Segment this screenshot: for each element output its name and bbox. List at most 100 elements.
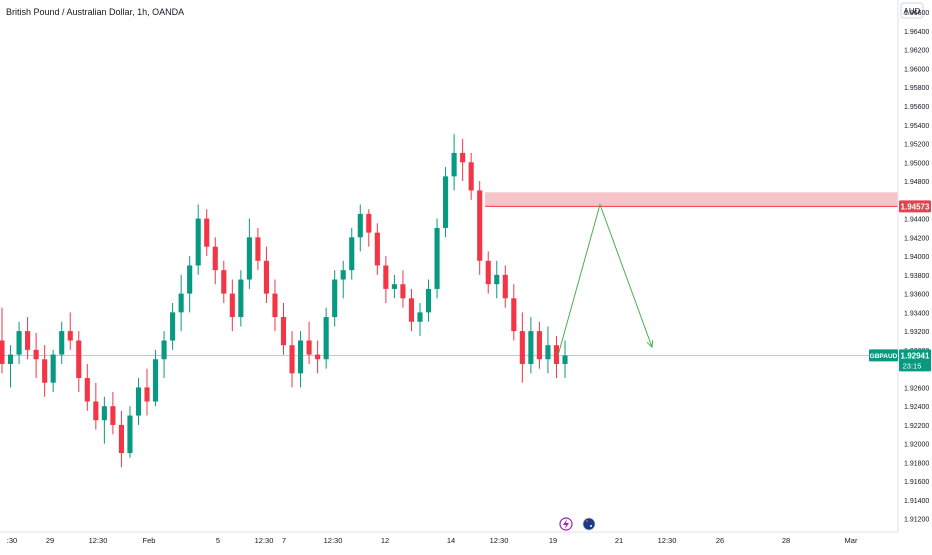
price-tick-label: 1.94200 <box>904 235 929 242</box>
price-tick-label: 1.94800 <box>904 179 929 186</box>
candle <box>494 260 500 299</box>
candle <box>161 331 167 379</box>
time-tick-label: 12:30 <box>658 536 677 545</box>
price-axis[interactable]: 1.96600 1.96400 1.96200 1.96000 1.95800 1.956… <box>904 10 929 524</box>
candle <box>187 256 193 313</box>
time-tick-label: 21 <box>615 536 623 545</box>
candle <box>110 392 116 435</box>
currency-button[interactable]: AUD <box>900 2 924 19</box>
overlays-layer <box>0 192 898 356</box>
time-tick-label: 29 <box>46 536 54 545</box>
candle <box>349 227 355 280</box>
price-tick-label: 1.92600 <box>904 385 929 392</box>
candle <box>7 345 14 388</box>
candle <box>536 321 542 369</box>
candle <box>42 345 48 397</box>
candle <box>485 251 491 294</box>
candle <box>528 317 534 374</box>
price-tick-label: 1.95600 <box>904 104 929 111</box>
time-tick-label: 26 <box>716 536 724 545</box>
chart-title: British Pound / Australian Dollar, 1h, O… <box>6 7 184 17</box>
currency-label: AUD <box>904 7 921 16</box>
candle <box>118 410 124 468</box>
candle <box>477 181 483 275</box>
price-tick-label: 1.94400 <box>904 217 929 224</box>
candle <box>400 270 406 308</box>
price-tick-label: 1.95200 <box>904 142 929 149</box>
time-tick-label: 7 <box>282 536 286 545</box>
time-tick-label: 14 <box>447 536 455 545</box>
price-tick-label: 1.96000 <box>904 66 929 73</box>
candle <box>76 331 82 393</box>
candle <box>451 134 457 191</box>
price-tick-label: 1.93800 <box>904 273 929 280</box>
candle <box>25 317 31 360</box>
candle <box>374 223 380 275</box>
candle <box>306 321 312 364</box>
candle <box>298 331 304 388</box>
candle <box>127 406 133 458</box>
candle <box>340 260 346 299</box>
price-tick-label: 1.91600 <box>904 479 929 486</box>
candle <box>84 363 90 411</box>
last-price-value: 1.92941 <box>901 351 930 360</box>
candle <box>562 340 568 379</box>
last-price-badge: GBPAUD 1.92941 23:15 <box>869 349 931 372</box>
candle <box>59 321 65 364</box>
candle <box>511 284 517 341</box>
candle <box>417 302 423 336</box>
candle <box>152 349 159 407</box>
candle <box>366 209 372 247</box>
price-tick-label: 1.95400 <box>904 123 929 130</box>
candle <box>204 209 210 257</box>
candle <box>408 288 415 332</box>
candle <box>460 138 466 182</box>
candle <box>553 335 560 379</box>
time-tick-label: 12:30 <box>89 536 108 545</box>
candle <box>272 279 278 332</box>
flag-au-icon[interactable] <box>582 517 596 531</box>
resistance-zone[interactable] <box>485 192 898 207</box>
price-tick-label: 1.92200 <box>904 423 929 430</box>
price-tick-label: 1.95800 <box>904 85 929 92</box>
candle <box>315 340 321 374</box>
time-tick-label: 12:30 <box>490 536 509 545</box>
candle <box>502 265 508 308</box>
candle <box>16 321 22 364</box>
candle <box>144 368 150 416</box>
candle <box>101 396 107 444</box>
level-badge: 1.94573 <box>899 200 931 213</box>
price-tick-label: 1.93200 <box>904 329 929 336</box>
candle <box>50 349 56 393</box>
candle <box>519 312 525 383</box>
candle <box>357 204 363 252</box>
time-tick-label: 5 <box>216 536 220 545</box>
price-tick-label: 1.96600 <box>904 10 929 17</box>
price-tick-label: 1.96200 <box>904 48 929 55</box>
price-tick-label: 1.94000 <box>904 254 929 261</box>
candle <box>289 331 295 388</box>
time-axis[interactable]: :30 29 12:30 Feb 5 12:30 7 12:30 12 14 12:30 19 21 12… <box>7 536 858 545</box>
arrow-head <box>646 340 654 349</box>
candle <box>443 166 449 238</box>
last-price-symbol: GBPAUD <box>870 353 898 360</box>
price-tick-label: 1.92000 <box>904 442 929 449</box>
candle <box>212 237 218 285</box>
lightning-icon[interactable] <box>559 517 573 531</box>
projection-path[interactable] <box>557 202 653 356</box>
candle <box>229 279 235 332</box>
time-tick-label: 12:30 <box>324 536 343 545</box>
price-tick-label: 1.91400 <box>904 498 929 505</box>
candle <box>280 302 287 355</box>
candle <box>323 307 329 369</box>
price-tick-label: 1.96400 <box>904 29 929 36</box>
price-tick-label: 1.91200 <box>904 517 929 524</box>
time-tick-label: 12 <box>381 536 389 545</box>
candle <box>246 218 252 289</box>
price-tick-label: 1.93400 <box>904 310 929 317</box>
candle <box>0 307 5 374</box>
candle <box>135 378 142 425</box>
